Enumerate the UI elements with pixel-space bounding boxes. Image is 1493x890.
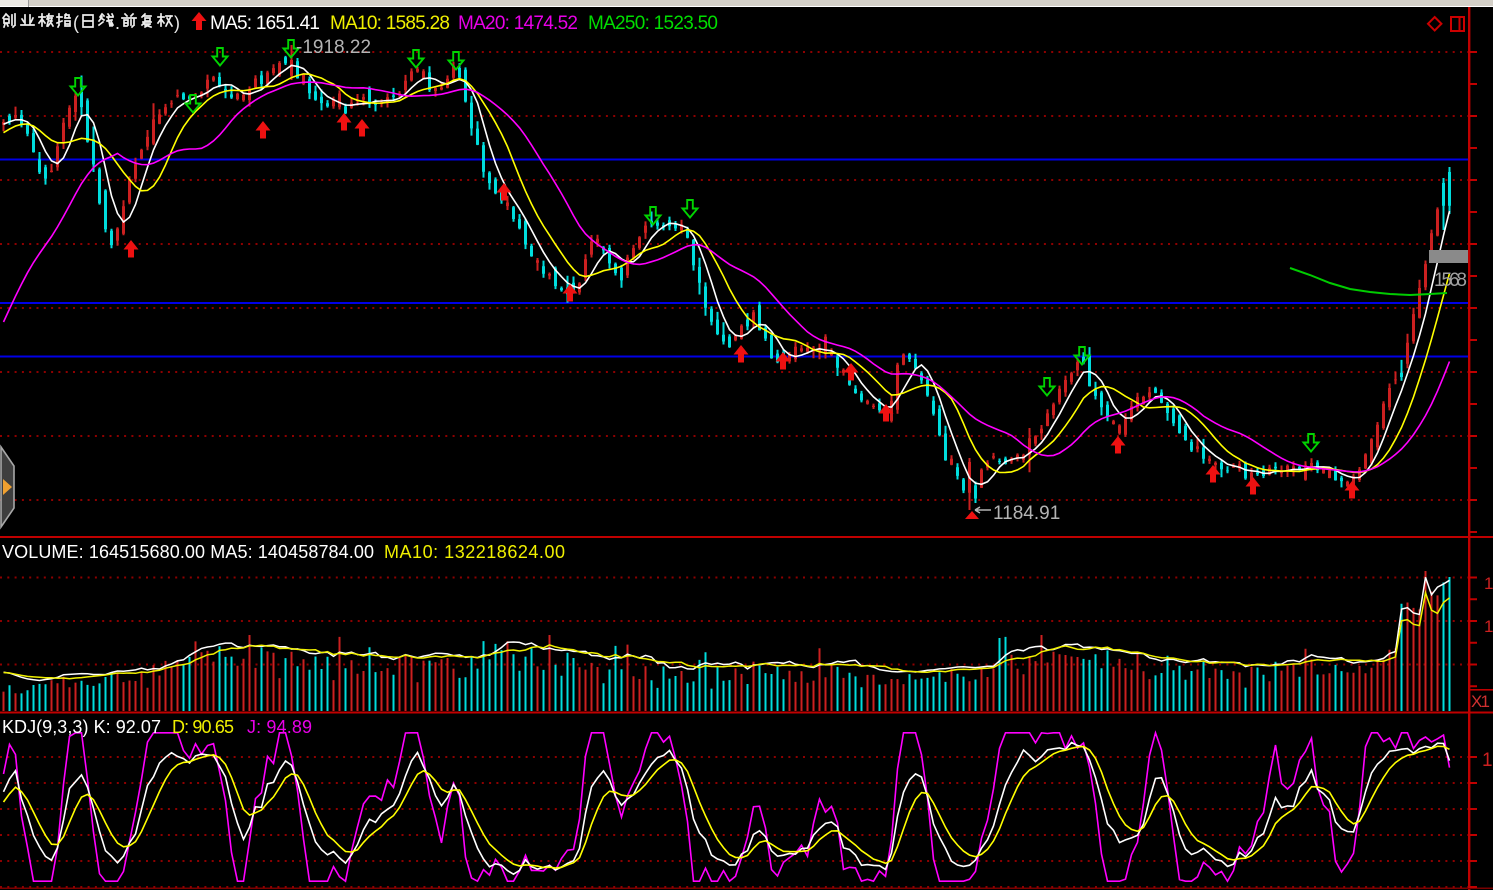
svg-text:X1: X1 (1471, 692, 1490, 711)
svg-text:VOLUME: 164515680.00 MA5: 140: VOLUME: 164515680.00 MA5: 140458784.00 (2, 542, 374, 562)
svg-text:KDJ(9,3,3) K: 92.07: KDJ(9,3,3) K: 92.07 (2, 717, 161, 737)
svg-text:MA10: 132218624.00: MA10: 132218624.00 (384, 542, 565, 562)
svg-text:1568: 1568 (1434, 270, 1467, 291)
svg-text:J: 94.89: J: 94.89 (247, 717, 312, 737)
svg-text:(: ( (73, 13, 79, 33)
svg-text:MA250: 1523.50: MA250: 1523.50 (588, 13, 718, 34)
svg-text:1: 1 (1484, 617, 1493, 636)
svg-text:1184.91: 1184.91 (993, 503, 1060, 524)
svg-text:.: . (115, 13, 120, 33)
svg-text:D: 90.65: D: 90.65 (172, 717, 234, 737)
svg-text:MA5: 1651.41: MA5: 1651.41 (210, 13, 320, 34)
svg-text:-1918.22: -1918.22 (296, 37, 371, 58)
svg-text:MA10: 1585.28: MA10: 1585.28 (330, 13, 450, 34)
svg-text:1: 1 (1482, 750, 1493, 771)
svg-text:1: 1 (1484, 574, 1493, 593)
svg-text:MA20: 1474.52: MA20: 1474.52 (458, 13, 578, 34)
svg-text:): ) (174, 13, 180, 33)
